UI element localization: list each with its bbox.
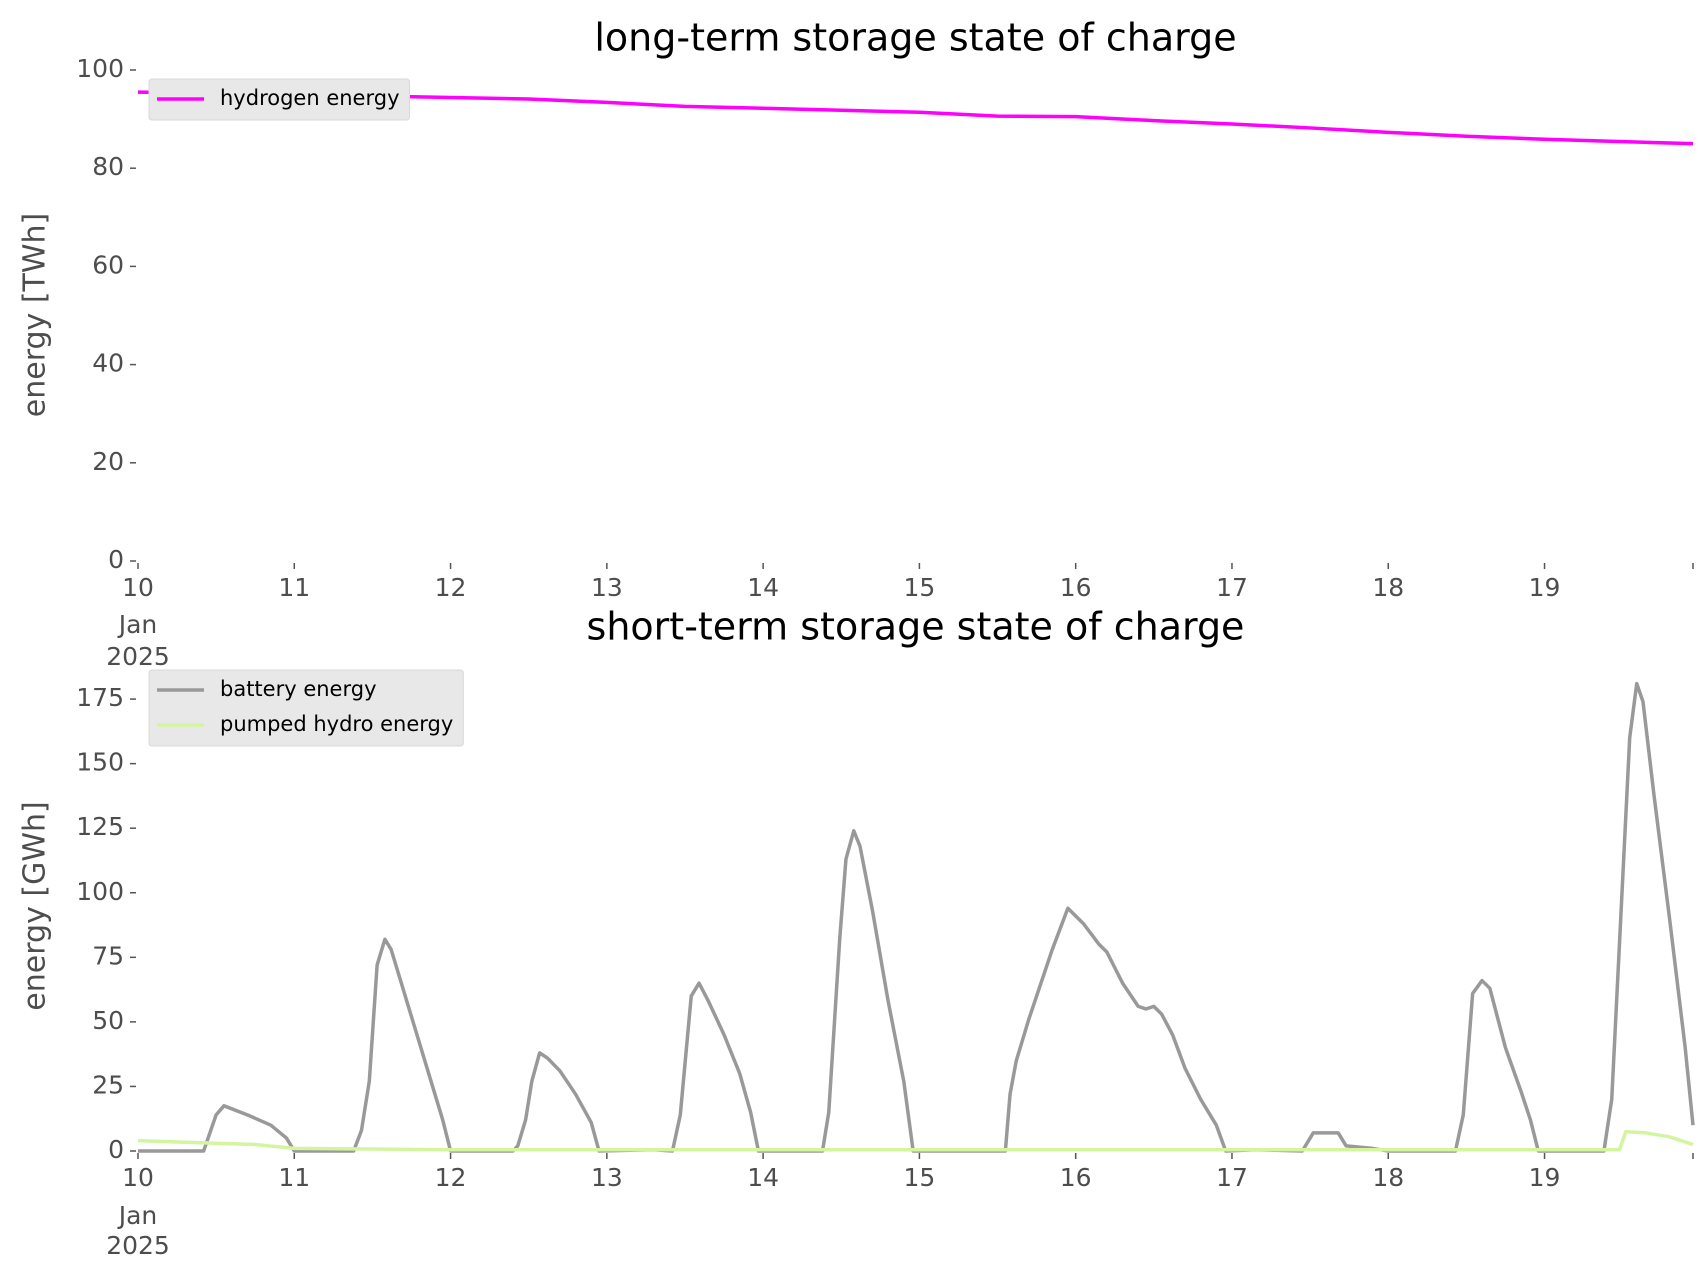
x-date-label: 2025 (106, 642, 170, 671)
legend-box (148, 669, 464, 747)
legend-label: battery energy (220, 677, 377, 701)
x-tick-label: 11 (278, 573, 310, 602)
x-tick-label: 14 (747, 1163, 779, 1192)
y-tick-label: 100 (76, 54, 124, 83)
y-tick-label: 100 (76, 877, 124, 906)
x-tick-label: 16 (1060, 573, 1092, 602)
y-tick-label: 0 (108, 1135, 124, 1164)
x-tick-label: 19 (1529, 1163, 1561, 1192)
x-tick-label: 12 (435, 1163, 467, 1192)
data-line (137, 1129, 1694, 1152)
legend-label: pumped hydro energy (220, 712, 453, 736)
legend-label: hydrogen energy (220, 86, 400, 110)
x-tick-label: 15 (904, 573, 936, 602)
y-tick-label: 60 (92, 250, 124, 279)
y-tick-label: 25 (92, 1070, 124, 1099)
x-date-label: 2025 (106, 1231, 170, 1260)
x-tick-label: 13 (591, 1163, 623, 1192)
chart-title: long-term storage state of charge (594, 16, 1236, 60)
x-tick-label: 14 (747, 573, 779, 602)
x-tick-label: 13 (591, 573, 623, 602)
x-tick-label: 10 (122, 1163, 154, 1192)
x-tick-label: 11 (278, 1163, 310, 1192)
x-tick-label: 18 (1372, 573, 1404, 602)
chart-title: short-term storage state of charge (587, 605, 1245, 649)
x-tick-label: 19 (1529, 573, 1561, 602)
y-tick-label: 80 (92, 152, 124, 181)
y-axis-label: energy [GWh] (18, 801, 53, 1010)
y-tick-label: 175 (76, 683, 124, 712)
legend-box (148, 78, 410, 121)
y-tick-label: 0 (108, 545, 124, 574)
x-tick-label: 18 (1372, 1163, 1404, 1192)
y-tick-label: 40 (92, 349, 124, 378)
x-date-label: Jan (117, 610, 158, 639)
x-tick-label: 15 (904, 1163, 936, 1192)
x-tick-label: 17 (1216, 1163, 1248, 1192)
y-tick-label: 75 (92, 941, 124, 970)
x-tick-label: 12 (435, 573, 467, 602)
x-tick-label: 10 (122, 573, 154, 602)
y-tick-label: 125 (76, 812, 124, 841)
x-date-label: Jan (117, 1201, 158, 1230)
y-tick-label: 150 (76, 748, 124, 777)
x-tick-label: 16 (1060, 1163, 1092, 1192)
legend: hydrogen energy (148, 78, 410, 121)
data-line (138, 681, 1695, 1153)
y-axis-label: energy [TWh] (18, 213, 53, 417)
y-tick-label: 20 (92, 447, 124, 476)
legend: battery energy pumped hydro energy (148, 669, 464, 747)
y-tick-label: 50 (92, 1006, 124, 1035)
x-tick-label: 17 (1216, 573, 1248, 602)
